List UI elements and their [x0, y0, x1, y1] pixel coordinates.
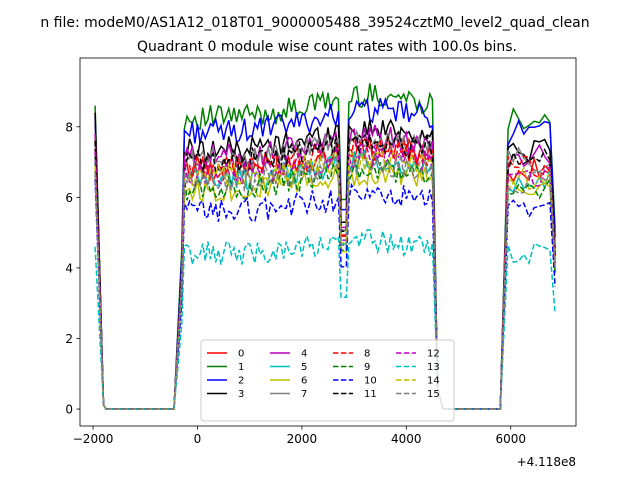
x-offset-label: +4.118e8 — [517, 455, 576, 469]
legend-label: 12 — [427, 349, 440, 360]
y-tick-label: 8 — [65, 120, 73, 134]
series-line-15 — [94, 150, 556, 410]
chart-title: Quadrant 0 module wise count rates with … — [137, 39, 517, 55]
plot-frame — [79, 57, 577, 427]
legend-label: 14 — [427, 376, 440, 387]
series-line-10 — [94, 179, 556, 410]
y-tick-label: 6 — [65, 191, 73, 205]
legend-label: 7 — [301, 389, 307, 400]
legend-label: 8 — [364, 349, 370, 360]
y-tick-label: 0 — [65, 403, 73, 417]
series-line-11 — [94, 130, 556, 410]
legend-label: 1 — [238, 362, 244, 373]
x-tick-label: 4000 — [391, 432, 422, 446]
x-tick-label: 2000 — [287, 432, 318, 446]
legend-label: 6 — [301, 376, 307, 387]
legend-label: 2 — [238, 376, 244, 387]
series-layer — [94, 83, 556, 410]
legend-label: 4 — [301, 349, 307, 360]
y-tick-label: 4 — [65, 261, 73, 275]
y-tick-label: 2 — [65, 332, 73, 346]
y-axis: 0 2 4 6 8 — [65, 120, 80, 417]
legend-label: 5 — [301, 362, 307, 373]
x-tick-label: 0 — [194, 432, 202, 446]
legend-label: 9 — [364, 362, 370, 373]
figure-suptitle: n file: modeM0/AS1A12_018T01_9000005488_… — [40, 15, 589, 31]
legend-label: 10 — [364, 376, 377, 387]
legend-label: 3 — [238, 389, 244, 400]
legend-label: 11 — [364, 389, 377, 400]
legend-label: 15 — [427, 389, 440, 400]
x-axis: −2000 0 2000 4000 6000 — [73, 426, 526, 446]
legend-box — [200, 339, 455, 422]
x-tick-label: 6000 — [495, 432, 526, 446]
legend-label: 0 — [238, 349, 244, 360]
x-tick-label: −2000 — [73, 432, 114, 446]
legend-label: 13 — [427, 362, 440, 373]
series-line-12 — [94, 142, 556, 410]
